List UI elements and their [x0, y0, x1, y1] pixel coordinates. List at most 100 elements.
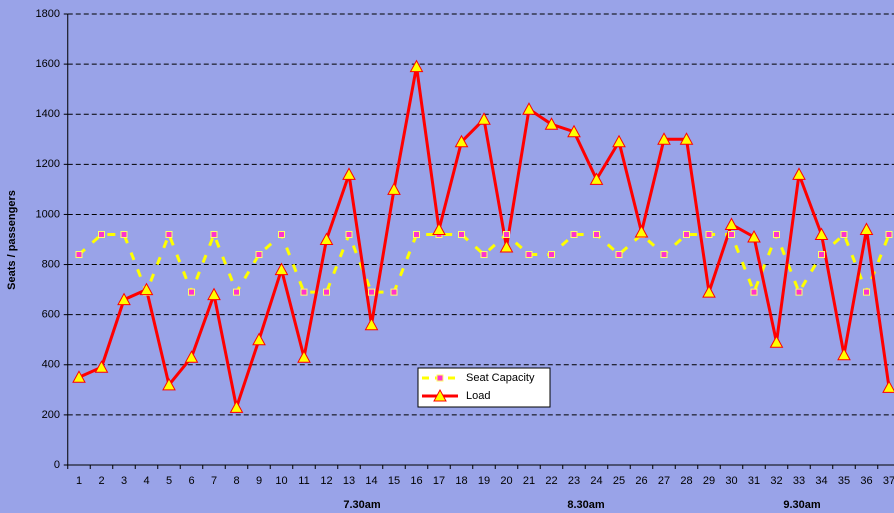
y-tick-label: 1600: [36, 58, 60, 70]
x-tick-label: 6: [188, 475, 194, 487]
y-tick-label: 1000: [36, 208, 60, 220]
triangle-marker: [454, 134, 469, 148]
x-tick-label: 3: [121, 475, 127, 487]
square-marker: [345, 230, 353, 238]
y-tick-label: 1400: [36, 108, 60, 120]
triangle-marker: [94, 360, 109, 373]
square-marker: [300, 288, 308, 296]
x-tick-label: 25: [613, 475, 625, 487]
square-marker: [458, 230, 465, 238]
y-tick-label: 1200: [36, 158, 60, 170]
y-tick-label: 400: [42, 359, 60, 371]
square-marker: [885, 230, 893, 238]
y-tick-label: 1800: [36, 8, 60, 20]
x-tick-label: 4: [143, 475, 149, 487]
time-label: 8.30am: [567, 499, 605, 511]
x-tick-label: 35: [838, 475, 850, 487]
triangle-marker: [702, 285, 716, 298]
triangle-marker: [612, 134, 626, 148]
square-marker: [548, 251, 555, 259]
triangle-marker: [342, 167, 356, 180]
x-tick-label: 5: [166, 475, 172, 487]
triangle-marker: [522, 102, 536, 115]
square-marker: [120, 230, 128, 238]
square-marker: [863, 288, 870, 296]
triangle-marker: [567, 124, 581, 138]
x-tick-label: 17: [433, 475, 445, 487]
x-tick-label: 7: [211, 475, 217, 487]
square-marker: [98, 230, 105, 238]
square-marker: [323, 288, 330, 296]
square-marker: [525, 251, 533, 259]
x-tick-label: 32: [770, 475, 782, 487]
x-tick-label: 11: [298, 475, 309, 487]
triangle-marker: [297, 350, 311, 363]
x-tick-label: 34: [815, 475, 827, 487]
triangle-marker: [72, 370, 86, 383]
triangle-marker: [837, 347, 851, 361]
triangle-marker: [589, 172, 604, 185]
x-tick-label: 15: [388, 475, 400, 487]
x-tick-label: 36: [860, 475, 872, 487]
x-tick-label: 13: [343, 475, 355, 487]
x-tick-label: 30: [725, 475, 737, 487]
square-marker: [728, 230, 735, 238]
x-tick-label: 26: [635, 475, 647, 487]
square-marker: [705, 230, 713, 238]
triangle-marker: [477, 112, 491, 125]
triangle-marker: [184, 350, 199, 363]
x-tick-label: 8: [233, 475, 239, 487]
x-tick-label: 24: [590, 475, 602, 487]
legend-label: Seat Capacity: [466, 372, 535, 384]
triangle-marker: [207, 287, 221, 301]
triangle-marker: [117, 292, 131, 306]
triangle-marker: [724, 217, 739, 230]
x-tick-label: 19: [478, 475, 490, 487]
triangle-marker: [544, 117, 559, 130]
square-marker: [773, 230, 780, 238]
square-marker: [233, 288, 240, 296]
square-marker: [413, 230, 420, 238]
y-tick-label: 800: [42, 258, 60, 270]
square-marker: [615, 251, 623, 259]
triangle-marker: [139, 282, 154, 296]
triangle-marker: [229, 400, 244, 413]
x-tick-label: 9: [256, 475, 262, 487]
triangle-marker: [747, 229, 761, 243]
triangle-marker: [162, 377, 176, 391]
x-tick-label: 29: [703, 475, 715, 487]
square-marker: [683, 230, 690, 238]
time-label: 9.30am: [783, 499, 821, 511]
triangle-marker: [274, 262, 289, 276]
y-tick-label: 600: [42, 309, 60, 321]
square-marker: [368, 288, 375, 296]
triangle-marker: [387, 182, 401, 195]
x-tick-label: 31: [748, 475, 760, 487]
time-label: 7.30am: [343, 499, 381, 511]
y-tick-label: 200: [42, 409, 60, 421]
square-marker: [840, 230, 848, 238]
x-tick-label: 12: [320, 475, 332, 487]
square-marker: [570, 230, 578, 238]
square-marker: [390, 288, 398, 296]
y-axis-label: Seats / passengers: [6, 190, 18, 290]
x-tick-label: 1: [76, 475, 82, 487]
triangle-marker: [433, 388, 447, 402]
triangle-marker: [432, 222, 446, 235]
x-tick-label: 14: [365, 475, 377, 487]
x-tick-label: 33: [793, 475, 805, 487]
y-tick-label: 0: [54, 459, 60, 471]
x-tick-label: 22: [545, 475, 557, 487]
x-tick-label: 23: [568, 475, 580, 487]
legend-label: Load: [466, 390, 490, 402]
triangle-marker: [814, 227, 829, 240]
triangle-marker: [364, 317, 379, 331]
square-marker: [503, 230, 510, 238]
x-tick-label: 37: [883, 475, 894, 487]
triangle-marker: [859, 222, 874, 235]
x-tick-label: 2: [98, 475, 104, 487]
triangle-marker: [679, 132, 694, 145]
triangle-marker: [252, 332, 266, 346]
square-marker: [278, 230, 285, 238]
